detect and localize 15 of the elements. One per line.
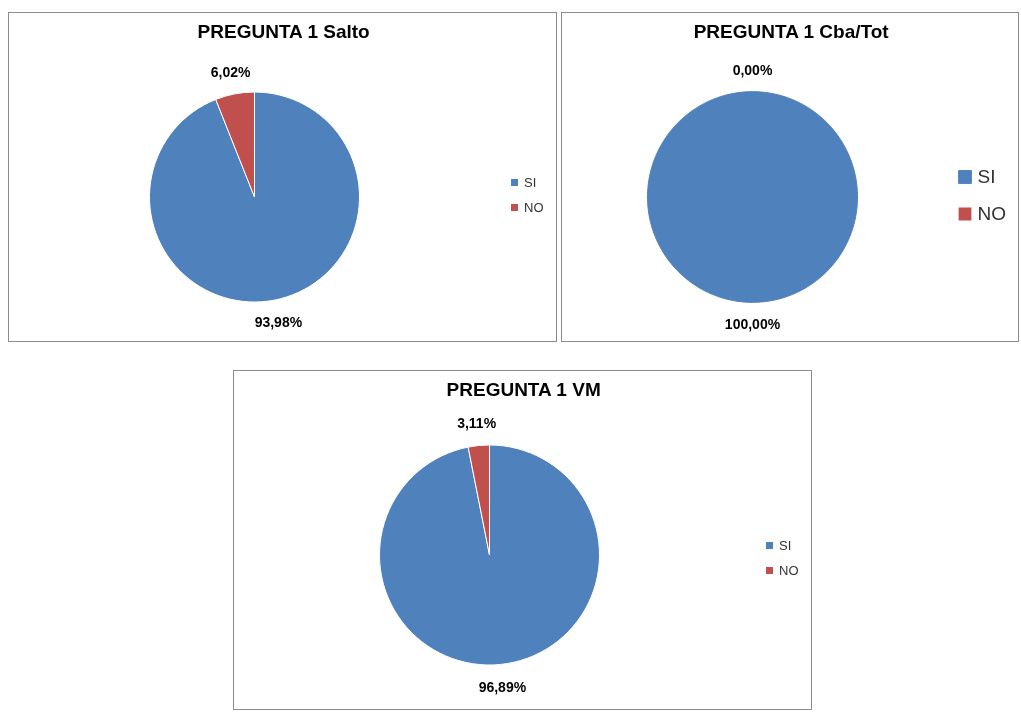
data-label: 6,02% xyxy=(210,63,252,80)
chart-title: PREGUNTA 1 VM xyxy=(446,378,601,400)
data-label: 93,98% xyxy=(254,314,303,331)
legend-label: SI xyxy=(779,537,793,553)
text: 0,00% xyxy=(732,61,773,78)
legend-label: NO xyxy=(524,199,544,215)
legend-label: NO xyxy=(977,202,1006,224)
data-label: 96,89% xyxy=(478,678,527,695)
data-label: 100,00% xyxy=(724,316,781,333)
legend-label: SI xyxy=(524,174,538,190)
legend-label: SI xyxy=(977,165,997,187)
legend-label: NO xyxy=(779,562,799,578)
chart-title: PREGUNTA 1 Cba/Tot xyxy=(693,20,890,42)
data-label: 3,11% xyxy=(457,415,497,432)
chart-title: PREGUNTA 1 Salto xyxy=(197,20,370,42)
